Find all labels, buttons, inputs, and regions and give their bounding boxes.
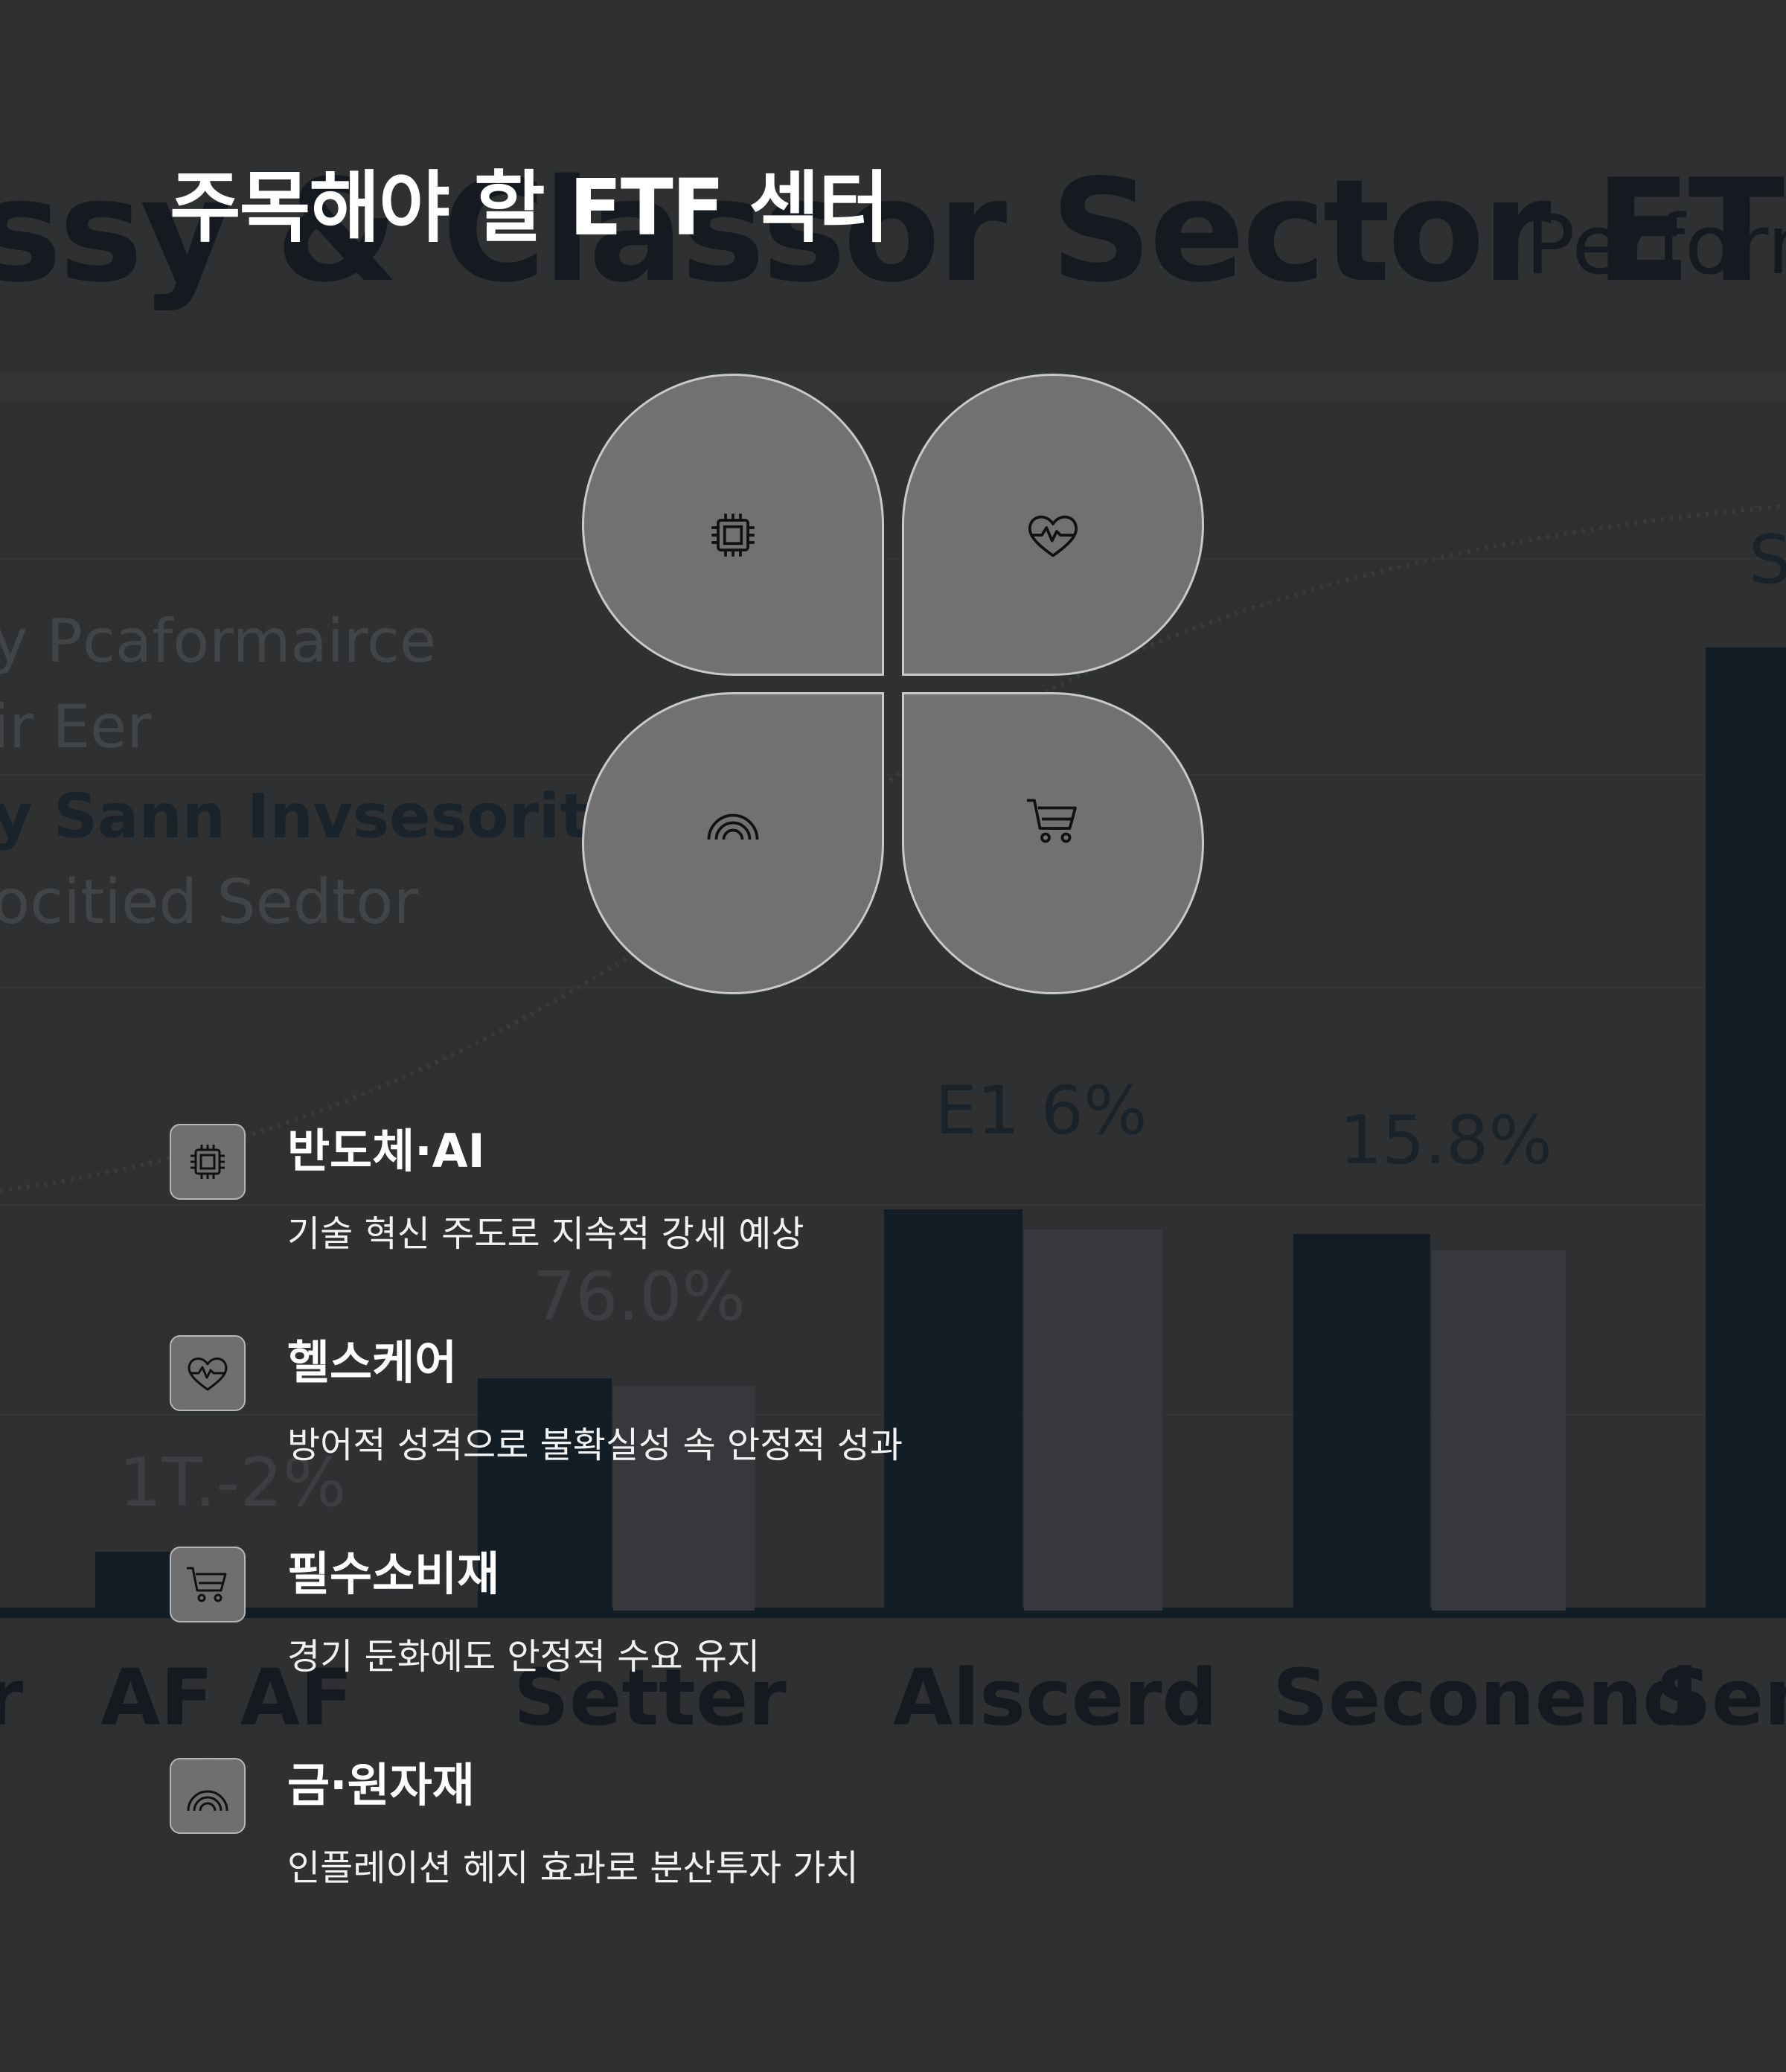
sector-description: 방어적 성격으로 불확실성 속 안정적 성과 — [287, 1424, 903, 1466]
background-bar — [478, 1378, 612, 1611]
background-category-label: Sem — [1656, 1652, 1786, 1743]
background-category-label: AF AF — [100, 1652, 353, 1743]
sector-icon-box — [170, 1547, 246, 1622]
sector-description: 인플레이션 헤지 효과로 분산투자 가치 — [287, 1847, 859, 1889]
chip-icon — [191, 1145, 225, 1179]
sector-petal-graphic — [579, 371, 1207, 999]
background-value-label: S — [1749, 521, 1786, 599]
background-legend-line: y Sann Invsesority — [0, 781, 629, 852]
heart-pulse-icon — [188, 1358, 228, 1391]
background-legend-line: ocitied Sedtor — [0, 867, 419, 938]
background-bar — [1706, 648, 1786, 1611]
cart-icon — [187, 1567, 227, 1602]
grid-line — [0, 1204, 1786, 1206]
sector-icon-box — [170, 1335, 246, 1411]
background-bar — [613, 1386, 755, 1611]
sector-item: 필수소비재 경기 둔화에도 안정적 수요 유지 — [170, 1547, 1584, 1725]
cart-icon — [1027, 799, 1077, 843]
grid-line — [0, 987, 1786, 988]
grid-line — [0, 558, 1786, 560]
sector-item: 금·원자재 인플레이션 헤지 효과로 분산투자 가치 — [170, 1758, 1584, 1937]
rainbow-icon — [187, 1790, 228, 1812]
sector-title: 필수소비재 — [287, 1547, 500, 1601]
sector-icon-box — [170, 1124, 246, 1200]
background-value-label: 1T.-2% — [119, 1444, 347, 1522]
petal-semiconductor — [582, 374, 884, 676]
background-category-label: Setter — [513, 1652, 787, 1743]
heart-pulse-icon — [1028, 515, 1078, 557]
sector-icon-box — [170, 1758, 246, 1834]
petal-commodities — [582, 692, 884, 994]
background-bar — [1024, 1230, 1162, 1611]
background-value-label: 15.8% — [1340, 1101, 1552, 1180]
sector-item: 반도체·AI 기술 혁신 주도로 지속적 강세 예상 — [170, 1124, 1584, 1302]
sector-description: 기술 혁신 주도로 지속적 강세 예상 — [287, 1213, 804, 1255]
sector-title: 헬스케어 — [287, 1335, 458, 1390]
sector-title: 금·원자재 — [287, 1758, 475, 1812]
background-legend-line: ir Eer — [0, 692, 152, 761]
background-value-label: 76.0% — [533, 1258, 746, 1336]
sector-description: 경기 둔화에도 안정적 수요 유지 — [287, 1636, 761, 1678]
page-title: 주목해야 할 ETF 섹터 — [170, 162, 889, 253]
background-bar — [884, 1209, 1022, 1611]
background-heading: ssy & Classor Sector ETF — [0, 149, 1786, 313]
background-category-label: Seconend — [1273, 1652, 1698, 1743]
background-category-label: Alscerd — [893, 1652, 1217, 1743]
background-bar — [1432, 1250, 1566, 1611]
petal-healthcare — [902, 374, 1204, 676]
chip-icon — [711, 514, 755, 557]
petal-consumer-staples — [902, 692, 1204, 994]
background-bar — [1293, 1234, 1430, 1611]
sector-title: 반도체·AI — [287, 1124, 485, 1178]
sector-item: 헬스케어 방어적 성격으로 불확실성 속 안정적 성과 — [170, 1335, 1584, 1514]
rainbow-icon — [707, 813, 759, 840]
background-heading-light: Perforn — [1526, 197, 1786, 292]
background-legend-line: y Pcaformairce — [0, 607, 437, 676]
grid-line — [0, 774, 1786, 776]
background-category-label: r — [0, 1652, 24, 1743]
background-value-label: E1 6% — [935, 1072, 1148, 1150]
